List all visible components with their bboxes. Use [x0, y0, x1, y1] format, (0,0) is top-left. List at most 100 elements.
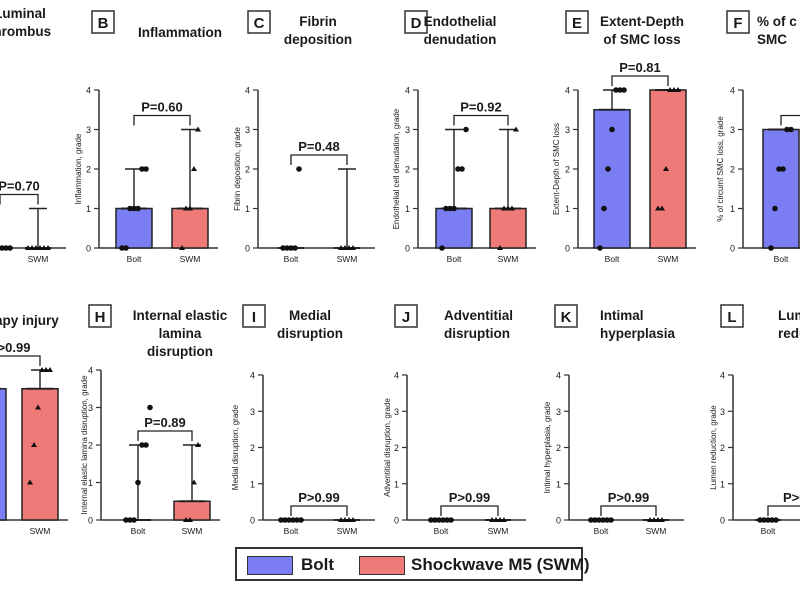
y-tick-label: 3 — [86, 125, 91, 135]
p-value: P>0.99 — [449, 490, 491, 505]
bar-bolt — [0, 388, 7, 521]
y-tick-label: 3 — [245, 125, 250, 135]
data-point — [773, 517, 779, 523]
x-tick-label: Bolt — [761, 526, 776, 536]
panel-title: deposition — [284, 32, 352, 47]
panel-letter: K — [561, 309, 572, 326]
bar-swm — [171, 207, 209, 249]
data-point — [497, 517, 503, 522]
panel-i: I Medial disruption 0 1 2 3 4 Medial disruption,… — [231, 304, 375, 536]
data-point — [278, 517, 284, 523]
panel-letter: B — [98, 15, 109, 32]
bar-bolt — [435, 207, 473, 249]
data-point — [342, 245, 348, 250]
panel-l: L Lum redu 0 1 2 3 4 Lumen reduction, grade Bolt P… — [709, 304, 800, 536]
legend-swm-label: Shockwave M5 (SWM) — [411, 555, 590, 574]
legend-swm-swatch — [359, 556, 405, 575]
x-tick-label: Bolt — [447, 254, 462, 264]
significance-bracket — [453, 114, 509, 126]
data-point — [505, 205, 511, 211]
data-point — [27, 479, 33, 485]
panel-title: lamina — [159, 326, 202, 341]
y-tick-label: 2 — [88, 441, 93, 451]
data-point — [428, 517, 434, 523]
data-point — [432, 517, 438, 523]
data-point — [183, 205, 189, 211]
data-point — [29, 245, 35, 250]
y-tick-label: 0 — [245, 244, 250, 254]
y-tick-label: 4 — [405, 86, 410, 96]
legend-bolt-swatch — [247, 556, 293, 575]
y-axis-label: Inflammation, grade — [74, 133, 83, 204]
x-tick-label: Bolt — [284, 254, 299, 264]
panel-letter: I — [252, 309, 256, 326]
data-point — [147, 404, 153, 411]
x-tick-label: Bolt — [131, 526, 146, 536]
significance-bracket — [133, 114, 191, 126]
data-point — [509, 205, 515, 211]
data-point — [187, 205, 193, 211]
y-axis-label: % of circumf SMC loss, grade — [716, 116, 725, 222]
data-point — [765, 517, 771, 523]
significance-bracket — [0, 355, 41, 366]
panel-title: SMC — [757, 32, 787, 47]
data-point — [123, 517, 129, 523]
data-point — [37, 245, 43, 250]
y-tick-label: 2 — [405, 165, 410, 175]
panel-letter-box — [242, 304, 266, 328]
data-point — [772, 205, 778, 212]
p-value: P=0.89 — [144, 415, 186, 430]
panel-title: apy injury — [0, 313, 59, 328]
data-point — [350, 517, 356, 522]
data-point — [47, 367, 53, 372]
y-tick-label: 3 — [88, 403, 93, 413]
data-point — [39, 367, 45, 372]
data-point — [123, 245, 129, 251]
panel-letter-box — [394, 304, 418, 328]
y-tick-label: 0 — [565, 244, 570, 254]
panel-partial-6: apy injury SWM >0.99 — [0, 313, 68, 536]
significance-bracket — [137, 430, 193, 441]
data-point — [451, 205, 457, 212]
panel-title: Lum — [778, 308, 800, 323]
x-tick-label: SWM — [488, 526, 509, 536]
panel-d: D Endothelial denudation 0 1 2 3 4 Endothelial c… — [392, 10, 536, 264]
data-point — [621, 87, 627, 93]
y-tick-label: 1 — [394, 479, 399, 489]
panel-title: disruption — [444, 326, 510, 341]
data-point — [448, 517, 454, 523]
data-point — [346, 245, 352, 250]
data-point — [346, 517, 352, 522]
p-value: P=0.81 — [619, 60, 661, 75]
y-tick-label: 3 — [405, 125, 410, 135]
data-point — [288, 245, 294, 251]
panel-letter-box — [404, 10, 428, 34]
panel-title: disruption — [277, 326, 343, 341]
y-tick-label: 1 — [565, 204, 570, 214]
data-point — [761, 517, 767, 523]
data-point — [135, 479, 141, 486]
panel-letter-box — [88, 304, 112, 328]
x-tick-label: SWM — [498, 254, 519, 264]
x-tick-label: SWM — [337, 526, 358, 536]
data-point — [609, 126, 615, 133]
data-point — [588, 517, 594, 523]
data-point — [605, 166, 611, 172]
panel-title: Internal elastic — [133, 308, 228, 323]
data-point — [463, 126, 469, 133]
y-tick-label: 0 — [86, 244, 91, 254]
data-point — [290, 517, 296, 523]
data-point — [655, 205, 661, 211]
panel-c: C Fibrin deposition 0 1 2 3 4 Fibrin deposition,… — [233, 10, 375, 264]
panel-letter: D — [411, 15, 422, 32]
data-point — [119, 245, 125, 251]
data-point — [342, 517, 348, 522]
y-tick-label: 1 — [405, 204, 410, 214]
data-point — [195, 442, 201, 447]
data-point — [443, 205, 449, 212]
data-point — [667, 87, 673, 92]
y-tick-label: 4 — [394, 371, 399, 381]
data-point — [191, 166, 197, 171]
panel-letter: F — [733, 15, 742, 32]
x-tick-label: SWM — [646, 526, 667, 536]
